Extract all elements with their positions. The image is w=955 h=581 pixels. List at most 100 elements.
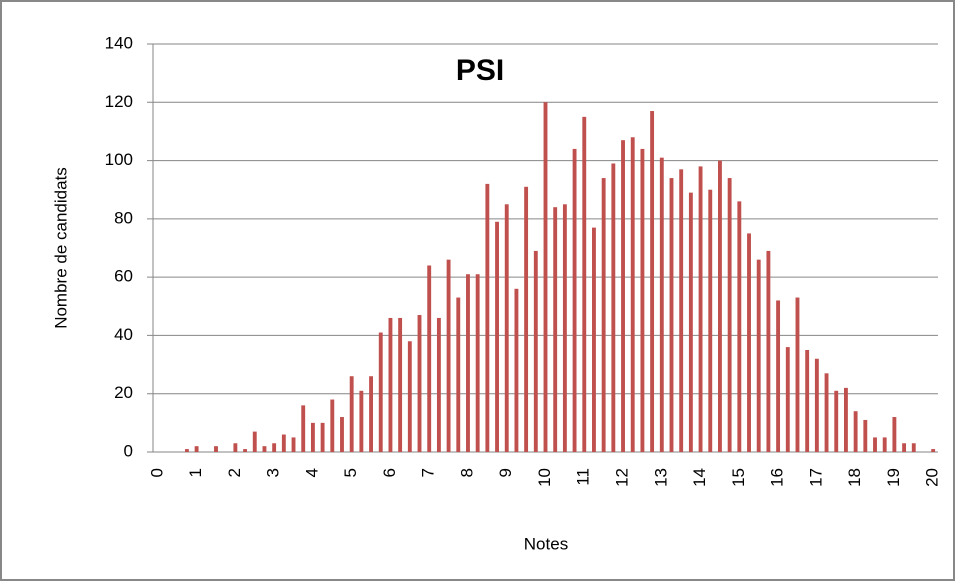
bar	[562, 204, 567, 452]
bar	[776, 300, 781, 452]
bar	[805, 350, 810, 452]
bar	[727, 178, 732, 453]
x-tick-label: 3	[264, 468, 283, 477]
bar	[456, 297, 461, 452]
bar	[214, 446, 218, 452]
y-tick-label: 140	[105, 33, 133, 52]
bar	[611, 163, 616, 452]
bar	[688, 192, 693, 452]
bar	[330, 399, 335, 452]
bar	[882, 437, 887, 452]
x-tick-label: 10	[535, 468, 554, 487]
bar	[485, 183, 490, 452]
bar	[592, 227, 596, 452]
bar	[514, 288, 519, 452]
bar	[272, 443, 277, 452]
bar	[301, 405, 306, 452]
bar	[737, 201, 742, 452]
bar	[446, 259, 451, 452]
bar	[873, 437, 877, 452]
bar	[814, 358, 819, 452]
x-tick-label: 9	[496, 468, 515, 477]
x-tick-label: 11	[574, 468, 593, 486]
x-axis-label: Notes	[524, 534, 568, 553]
x-tick-label: 5	[341, 468, 360, 477]
bar	[543, 102, 548, 453]
bar	[388, 317, 393, 452]
bar	[291, 437, 296, 452]
bar	[407, 341, 412, 452]
bar	[436, 317, 441, 452]
x-tick-label: 2	[225, 468, 244, 477]
y-axis-label: Nombre de candidats	[51, 167, 70, 329]
bar	[252, 431, 257, 452]
bar	[834, 390, 839, 452]
x-tick-label: 4	[302, 468, 321, 477]
bar	[843, 387, 848, 452]
x-tick-label: 7	[419, 468, 438, 477]
bar	[659, 157, 664, 452]
bar	[766, 250, 771, 452]
bar	[524, 186, 529, 453]
y-tick-label: 80	[114, 208, 133, 227]
bar	[233, 443, 238, 452]
bar	[533, 250, 538, 452]
bar	[640, 148, 645, 452]
bar	[310, 422, 315, 452]
bar	[504, 204, 509, 452]
bar	[785, 347, 790, 452]
bar	[262, 446, 267, 452]
y-tick-label: 20	[114, 383, 133, 402]
bar	[495, 221, 499, 452]
bar	[621, 140, 625, 452]
bar	[553, 207, 558, 452]
y-tick-label: 60	[114, 267, 133, 286]
bar	[892, 417, 897, 452]
chart-title: PSI	[456, 54, 504, 87]
bar	[378, 332, 383, 452]
x-tick-label: 13	[651, 468, 670, 487]
bar	[747, 233, 751, 452]
bar	[911, 443, 916, 452]
bar	[679, 169, 684, 453]
x-tick-label: 14	[690, 468, 709, 487]
bar	[853, 411, 858, 452]
bar	[340, 417, 344, 452]
x-tick-label: 12	[613, 468, 632, 487]
bar	[630, 137, 635, 452]
bar	[417, 315, 422, 452]
bar	[349, 376, 354, 452]
bar	[466, 274, 470, 452]
y-tick-label: 0	[124, 441, 133, 460]
bar	[669, 178, 674, 453]
x-tick-label: 15	[729, 468, 748, 487]
x-tick-label: 17	[806, 468, 825, 487]
bar	[601, 178, 606, 453]
y-tick-label: 40	[114, 325, 133, 344]
bar	[572, 148, 577, 452]
bar	[369, 376, 373, 452]
bar	[931, 449, 936, 452]
x-tick-label: 16	[768, 468, 787, 487]
x-tick-label: 6	[380, 468, 399, 477]
bar	[359, 390, 364, 452]
bar	[708, 189, 713, 452]
x-tick-label: 1	[186, 468, 205, 477]
bar	[795, 297, 800, 452]
bar	[398, 317, 403, 452]
bar	[863, 419, 868, 452]
x-tick-label: 20	[923, 468, 942, 487]
bar	[902, 443, 907, 452]
bar	[718, 160, 722, 453]
bar	[194, 446, 199, 452]
x-tick-label: 18	[845, 468, 864, 487]
x-tick-label: 19	[884, 468, 903, 487]
bar	[184, 449, 189, 452]
bar	[320, 422, 325, 452]
x-tick-label: 8	[457, 468, 476, 477]
x-tick-label: 0	[147, 468, 166, 477]
y-tick-label: 100	[105, 150, 133, 169]
bar	[427, 265, 432, 452]
bar	[698, 166, 703, 452]
bar	[756, 259, 761, 452]
